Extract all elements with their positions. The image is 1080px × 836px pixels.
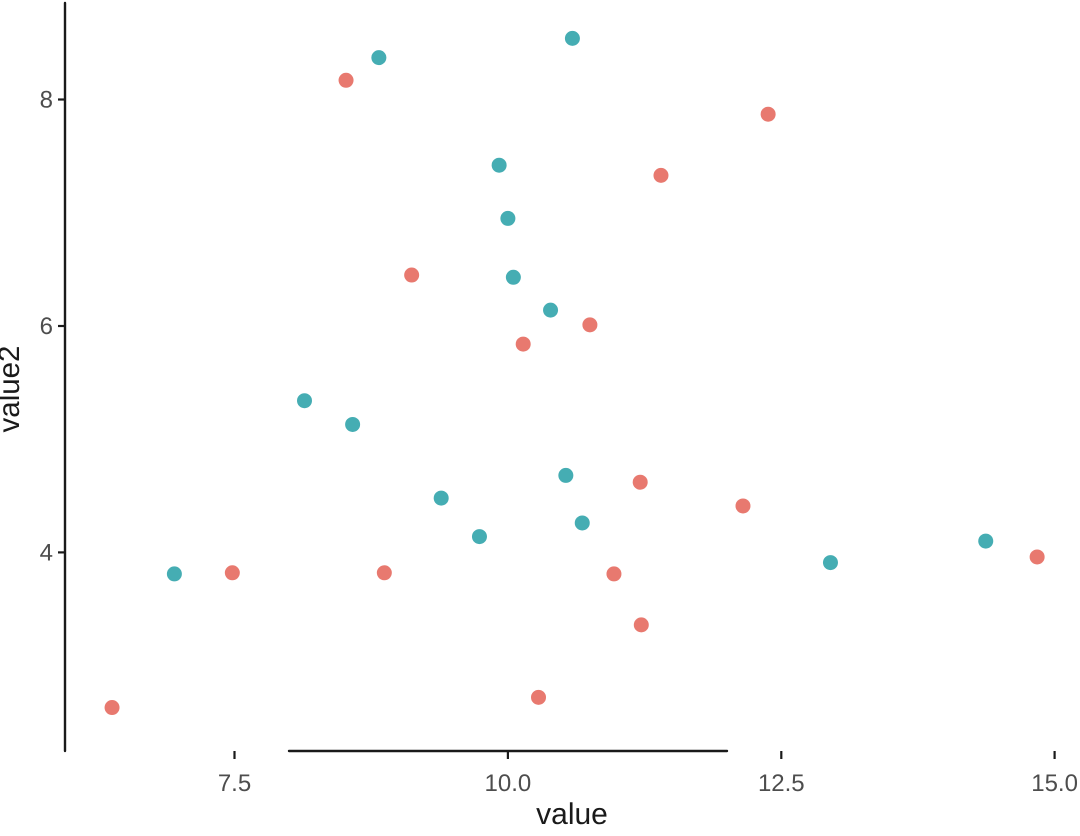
svg-text:value2: value2 xyxy=(0,346,26,433)
svg-text:12.5: 12.5 xyxy=(758,770,805,797)
svg-text:15.0: 15.0 xyxy=(1031,770,1078,797)
svg-text:10.0: 10.0 xyxy=(485,770,532,797)
svg-text:value: value xyxy=(536,798,608,831)
svg-text:6: 6 xyxy=(40,313,53,340)
svg-text:8: 8 xyxy=(40,87,53,114)
svg-text:7.5: 7.5 xyxy=(218,770,251,797)
svg-text:4: 4 xyxy=(40,539,53,566)
